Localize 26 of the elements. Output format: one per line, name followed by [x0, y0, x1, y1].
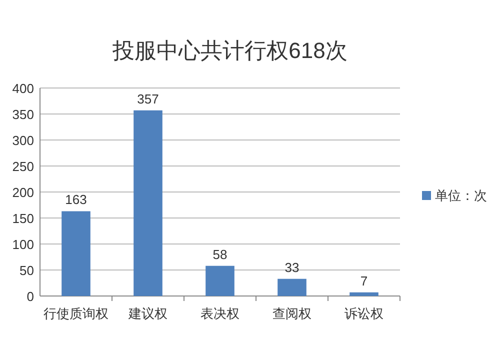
chart-title: 投服中心共计行权618次	[112, 38, 348, 63]
bar	[278, 278, 306, 296]
data-label: 7	[360, 273, 368, 288]
bar	[62, 211, 90, 296]
data-label: 33	[284, 260, 300, 275]
x-tick-label: 行使质询权	[44, 306, 108, 321]
bar	[350, 292, 378, 296]
x-tick-label: 诉讼权	[344, 306, 384, 321]
y-tick-label: 400	[12, 81, 34, 96]
data-label: 357	[137, 91, 159, 106]
data-label: 58	[212, 246, 228, 262]
bar	[206, 266, 234, 296]
x-tick-label: 建议权	[128, 306, 168, 321]
x-tick-label: 表决权	[200, 306, 240, 321]
y-tick-label: 0	[26, 289, 34, 304]
y-tick-label: 250	[12, 159, 34, 174]
y-tick-label: 200	[12, 185, 34, 200]
y-tick-label: 100	[12, 237, 34, 252]
y-tick-label: 350	[12, 107, 34, 122]
y-tick-label: 150	[12, 211, 34, 226]
y-tick-label: 50	[20, 263, 34, 278]
y-tick-label: 300	[12, 133, 34, 148]
x-tick-label: 查阅权	[272, 306, 312, 321]
data-label: 163	[65, 192, 87, 208]
bar	[134, 110, 162, 296]
legend-label: 单位：次	[435, 188, 487, 203]
